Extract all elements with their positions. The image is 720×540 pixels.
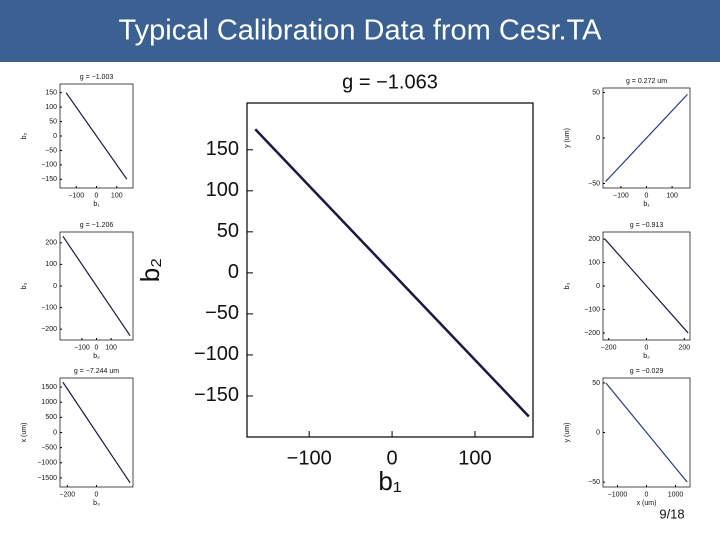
x-tick-label: 0 (95, 492, 99, 499)
x-tick-label: 0 (387, 447, 398, 469)
y-tick-label: −500 (41, 444, 57, 451)
x-axis-label: b₁ (93, 201, 100, 208)
x-axis-label: x (um) (637, 500, 657, 507)
x-tick-label: 0 (645, 492, 649, 499)
y-tick-label: 50 (217, 220, 239, 242)
y-tick-label: −200 (41, 326, 57, 333)
y-axis-label: y (um) (564, 423, 571, 443)
y-tick-label: 50 (592, 380, 600, 387)
y-tick-label: 0 (53, 283, 57, 290)
y-tick-label: 0 (596, 283, 600, 290)
chart-title: g = −1.063 (342, 71, 438, 93)
y-axis-label: x (um) (21, 423, 28, 443)
x-tick-label: −200 (601, 345, 617, 352)
x-tick-label: −100 (613, 193, 629, 200)
chart-title: g = −0.913 (630, 222, 664, 229)
x-tick-label: 0 (95, 193, 99, 200)
x-tick-label: 100 (105, 345, 117, 352)
x-axis-label: b₁ (643, 201, 650, 208)
y-tick-label: −50 (588, 180, 600, 187)
y-axis-label: b₃ (21, 282, 28, 289)
y-tick-label: 0 (53, 429, 57, 436)
data-line (62, 235, 131, 337)
x-tick-label: 100 (458, 447, 491, 469)
x-tick-label: 200 (678, 345, 690, 352)
x-tick-label: 0 (645, 193, 649, 200)
chart-title: g = −1.206 (80, 222, 114, 229)
y-tick-label: −100 (584, 306, 600, 313)
y-tick-label: −1000 (37, 460, 57, 467)
y-tick-label: 0 (596, 135, 600, 142)
x-tick-label: 100 (666, 193, 678, 200)
y-tick-label: −150 (41, 176, 57, 183)
y-tick-label: 100 (45, 104, 57, 111)
y-tick-label: 500 (45, 414, 57, 421)
chart-title: g = 0.272 um (626, 78, 667, 85)
y-tick-label: −50 (588, 479, 600, 486)
x-tick-label: −100 (287, 447, 332, 469)
x-tick-label: 0 (645, 345, 649, 352)
y-tick-label: 100 (588, 259, 600, 266)
y-axis-label: b₃ (564, 282, 571, 289)
data-line (604, 238, 689, 334)
title-bar (0, 0, 720, 62)
x-axis-label: b₃ (93, 500, 100, 507)
y-tick-label: 1500 (41, 384, 57, 391)
y-tick-label: 1000 (41, 399, 57, 406)
data-line (62, 381, 131, 484)
y-axis-label: y (um) (564, 128, 571, 148)
x-axis-label: b₂ (93, 353, 100, 360)
y-tick-label: 100 (206, 179, 239, 201)
y-tick-label: 50 (592, 89, 600, 96)
y-tick-label: 200 (588, 236, 600, 243)
data-line (605, 382, 688, 483)
x-tick-label: −100 (68, 193, 84, 200)
y-axis-label: b₂ (21, 132, 28, 139)
x-tick-label: −100 (74, 345, 90, 352)
y-tick-label: −50 (205, 302, 239, 324)
data-line (254, 128, 530, 418)
x-tick-label: 0 (95, 345, 99, 352)
y-tick-label: −100 (194, 343, 239, 365)
data-line (605, 93, 688, 183)
x-axis-label: b₁ (378, 466, 401, 496)
slide-title: Typical Calibration Data from Cesr.TA (119, 15, 603, 47)
x-axis-label: b₂ (643, 353, 650, 360)
page-number: 9/18 (659, 506, 684, 521)
y-tick-label: 50 (49, 118, 57, 125)
x-tick-label: 100 (111, 193, 123, 200)
chart-title: g = −1.003 (80, 74, 114, 81)
y-tick-label: −1500 (37, 475, 57, 482)
y-tick-label: −150 (194, 384, 239, 406)
y-tick-label: 200 (45, 240, 57, 247)
y-tick-label: −100 (41, 162, 57, 169)
y-tick-label: 150 (45, 90, 57, 97)
y-tick-label: −100 (41, 304, 57, 311)
data-line (65, 92, 128, 180)
main-chart: 150 100 50 0 −50 −100 −150 −100 0 100 g = −1.063 b₁… (135, 71, 534, 496)
chart-title: g = −7.244 um (74, 368, 119, 375)
y-tick-label: −50 (45, 147, 57, 154)
y-tick-label: 0 (53, 133, 57, 140)
x-tick-label: −200 (59, 492, 75, 499)
y-axis-label: b₂ (135, 258, 165, 283)
y-tick-label: 100 (45, 261, 57, 268)
y-tick-label: 150 (206, 138, 239, 160)
y-tick-label: 0 (596, 429, 600, 436)
y-tick-label: −200 (584, 330, 600, 337)
chart-title: g = −0.029 (630, 368, 664, 375)
x-tick-label: −1000 (608, 492, 628, 499)
x-tick-label: 1000 (668, 492, 684, 499)
y-tick-label: 0 (228, 261, 239, 283)
